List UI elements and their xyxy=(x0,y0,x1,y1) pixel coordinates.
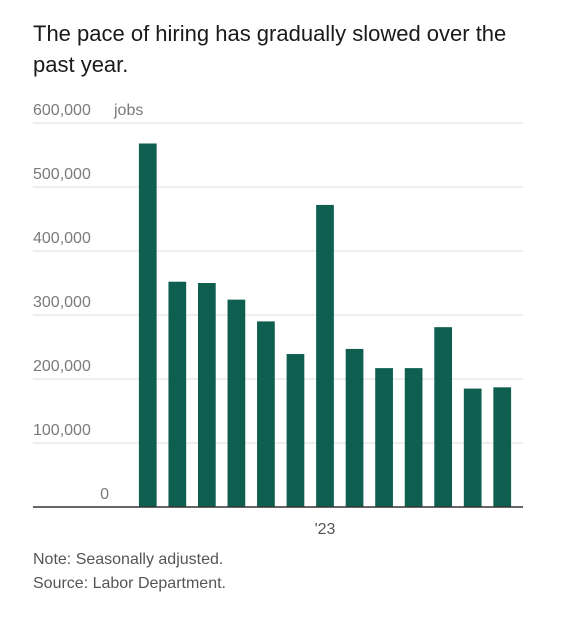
y-tick-label: 0 xyxy=(100,486,109,503)
bar xyxy=(197,283,216,507)
y-tick-label: 200,000 xyxy=(33,358,91,375)
bar xyxy=(286,354,305,507)
x-tick-label: '23 xyxy=(315,521,336,538)
y-tick-label: 600,000 xyxy=(33,102,91,119)
bar xyxy=(257,321,275,507)
y-tick-label: 300,000 xyxy=(33,294,91,311)
y-axis-labels: 0 100,000 200,000 300,000 400,000 500,000 600,… xyxy=(33,102,143,503)
bar xyxy=(463,388,482,507)
bar xyxy=(404,368,423,507)
bar xyxy=(227,299,246,507)
note-text: Note: Seasonally adjusted. xyxy=(33,551,224,568)
bar xyxy=(316,204,334,508)
bar xyxy=(138,143,157,508)
bars xyxy=(138,143,512,508)
bar xyxy=(493,387,512,507)
footnotes: Note: Seasonally adjusted. Source: Labor… xyxy=(33,548,226,596)
y-unit-label: jobs xyxy=(113,102,143,119)
bar xyxy=(375,368,393,507)
y-tick-label: 500,000 xyxy=(33,166,91,183)
gridlines xyxy=(33,122,523,444)
bar xyxy=(345,348,364,507)
chart-title: The pace of hiring has gradually slowed … xyxy=(33,21,507,77)
y-tick-label: 400,000 xyxy=(33,230,91,247)
x-axis-labels: '23 xyxy=(315,521,336,538)
bar xyxy=(434,327,453,507)
source-text: Source: Labor Department. xyxy=(33,575,226,592)
bar xyxy=(168,281,187,507)
bar-chart: 0 100,000 200,000 300,000 400,000 500,000 600,… xyxy=(33,102,523,538)
y-tick-label: 100,000 xyxy=(33,422,91,439)
